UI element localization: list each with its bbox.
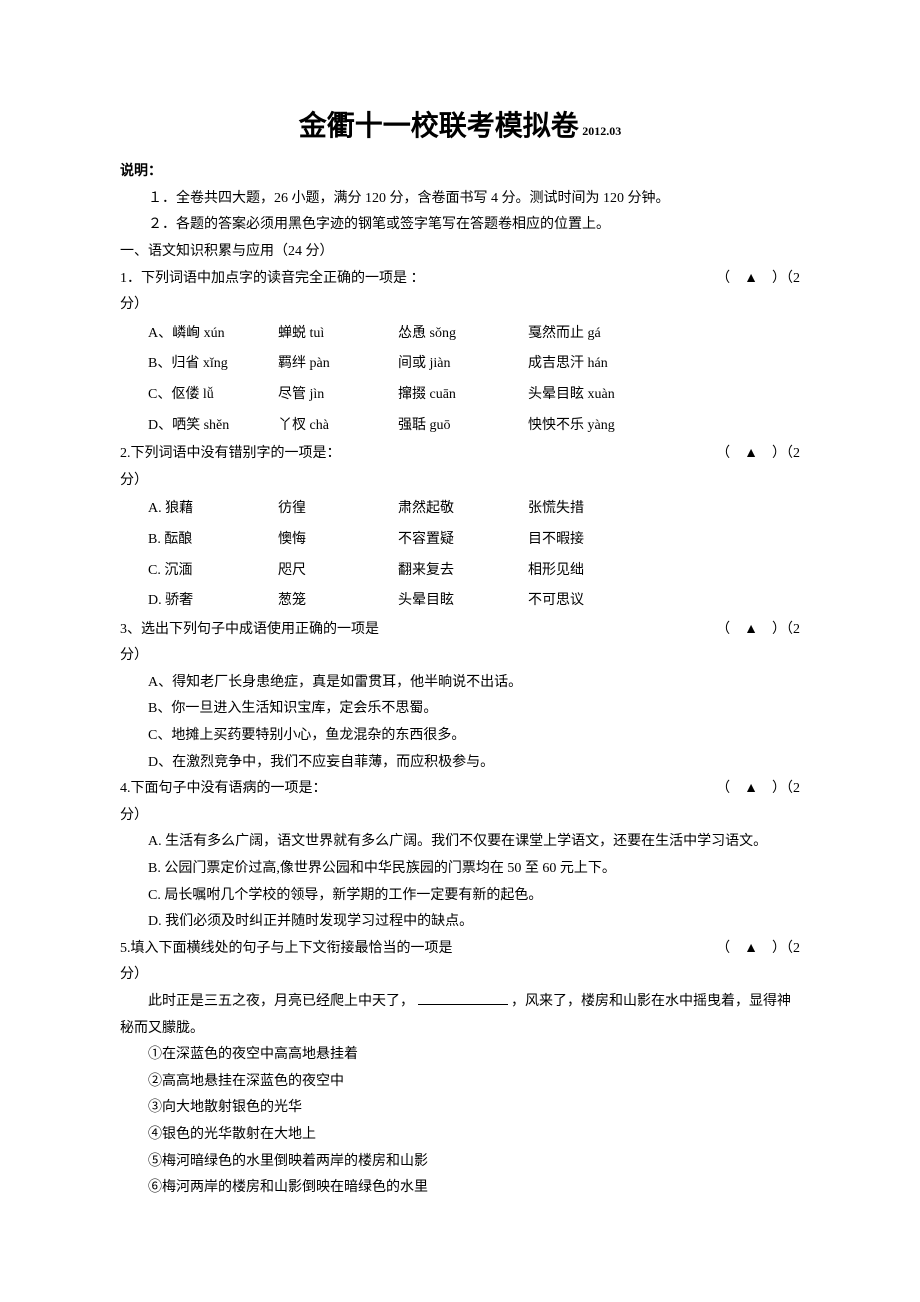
q1-a-1: A、嶙峋 xún — [148, 319, 278, 350]
q2-a-1: A. 狼藉 — [148, 494, 278, 525]
q1-d-3: 强聒 guō — [398, 411, 528, 442]
q5-fen: 分） — [120, 962, 800, 989]
q1-stem-row: 1．下列词语中加点字的读音完全正确的一项是 ： （ ▲ ）（2 — [120, 266, 800, 293]
instruction-line-1: １．全卷共四大题，26 小题，满分 120 分，含卷面书写 4 分。测试时间为 … — [120, 186, 800, 213]
q3-stem-row: 3、选出下列句子中成语使用正确的一项是 （ ▲ ）（2 — [120, 617, 800, 644]
q2-c-1: C. 沉湎 — [148, 556, 278, 587]
q5-passage-before: 此时正是三五之夜，月亮已经爬上中天了， — [148, 994, 414, 1009]
main-title: 金衢十一校联考模拟卷 — [299, 111, 579, 142]
q4-stem: 4.下面句子中没有语病的一项是： — [120, 776, 327, 803]
q4-opt-a-text: A. 生活有多么广阔，语文世界就有多么广阔。我们不仅要在课堂上学语文，还要在生活… — [120, 829, 767, 856]
q4-opt-a: A. 生活有多么广阔，语文世界就有多么广阔。我们不仅要在课堂上学语文，还要在生活… — [120, 829, 800, 856]
q1-opt-d: D、哂笑 shěn 丫杈 chà 强聒 guō 怏怏不乐 yàng — [148, 411, 678, 442]
q3-stem: 3、选出下列句子中成语使用正确的一项是 — [120, 617, 379, 644]
q2-opt-b: B. 酝酿 懊悔 不容置疑 目不暇接 — [148, 525, 678, 556]
q3-opt-b: B、你一旦进入生活知识宝库，定会乐不思蜀。 — [120, 696, 800, 723]
q1-opt-b: B、归省 xǐng 羁绊 pàn 间或 jiàn 成吉思汗 hán — [148, 349, 678, 380]
q2-b-4: 目不暇接 — [528, 525, 678, 556]
q1-fen: 分） — [120, 292, 800, 319]
q2-b-1: B. 酝酿 — [148, 525, 278, 556]
q1-c-4: 头晕目眩 xuàn — [528, 380, 678, 411]
q4-opt-d: D. 我们必须及时纠正并随时发现学习过程中的缺点。 — [120, 909, 800, 936]
q1-c-3: 撺掇 cuān — [398, 380, 528, 411]
q1-opt-a: A、嶙峋 xún 蝉蜕 tuì 怂恿 sǒng 戛然而止 gá — [148, 319, 678, 350]
q1-b-1: B、归省 xǐng — [148, 349, 278, 380]
q2-d-4: 不可思议 — [528, 586, 678, 617]
q2-a-4: 张慌失措 — [528, 494, 678, 525]
q3-opt-a: A、得知老厂长身患绝症，真是如雷贯耳，他半晌说不出话。 — [120, 670, 800, 697]
page-container: 金衢十一校联考模拟卷 2012.03 说明： １．全卷共四大题，26 小题，满分… — [0, 0, 920, 1262]
q2-fen: 分） — [120, 468, 800, 495]
title-row: 金衢十一校联考模拟卷 2012.03 — [120, 100, 800, 153]
q1-stem: 1．下列词语中加点字的读音完全正确的一项是 ： — [120, 266, 425, 293]
q5-passage: 此时正是三五之夜，月亮已经爬上中天了， ，风来了，楼房和山影在水中摇曳着，显得神… — [120, 989, 800, 1042]
q5-opt-1: ①在深蓝色的夜空中高高地悬挂着 — [120, 1042, 800, 1069]
q5-stem: 5.填入下面横线处的句子与上下文衔接最恰当的一项是 — [120, 936, 453, 963]
q2-d-3: 头晕目眩 — [398, 586, 528, 617]
q4-opt-b: B. 公园门票定价过高,像世界公园和中华民族园的门票均在 50 至 60 元上下… — [120, 856, 800, 883]
q3-opt-d: D、在激烈竞争中，我们不应妄自菲薄，而应积极参与。 — [120, 750, 800, 777]
q1-b-4: 成吉思汗 hán — [528, 349, 678, 380]
instructions-label: 说明： — [120, 159, 800, 186]
q1-c-2: 尽管 jìn — [278, 380, 398, 411]
q1-b-2: 羁绊 pàn — [278, 349, 398, 380]
q2-marker: （ ▲ ）（2 — [716, 441, 800, 468]
q2-d-2: 葱笼 — [278, 586, 398, 617]
section-1-title: 一、语文知识积累与应用（24 分） — [120, 239, 800, 266]
q4-fen: 分） — [120, 803, 800, 830]
q2-stem-row: 2.下列词语中没有错别字的一项是： （ ▲ ）（2 — [120, 441, 800, 468]
q2-opt-a: A. 狼藉 彷徨 肃然起敬 张慌失措 — [148, 494, 678, 525]
q3-opt-c: C、地摊上买药要特别小心，鱼龙混杂的东西很多。 — [120, 723, 800, 750]
q5-blank — [418, 990, 508, 1005]
q5-opt-5: ⑤梅河暗绿色的水里倒映着两岸的楼房和山影 — [120, 1149, 800, 1176]
q2-opt-d: D. 骄奢 葱笼 头晕目眩 不可思议 — [148, 586, 678, 617]
q2-a-3: 肃然起敬 — [398, 494, 528, 525]
q5-opt-2: ②高高地悬挂在深蓝色的夜空中 — [120, 1069, 800, 1096]
q1-a-3: 怂恿 sǒng — [398, 319, 528, 350]
q2-options-table: A. 狼藉 彷徨 肃然起敬 张慌失措 B. 酝酿 懊悔 不容置疑 目不暇接 C.… — [148, 494, 678, 616]
q4-marker: （ ▲ ）（2 — [716, 776, 800, 803]
q1-c-1: C、伛偻 lǚ — [148, 380, 278, 411]
q2-opt-c: C. 沉湎 咫尺 翻来复去 相形见绌 — [148, 556, 678, 587]
q5-opt-4: ④银色的光华散射在大地上 — [120, 1122, 800, 1149]
q5-opt-3: ③向大地散射银色的光华 — [120, 1095, 800, 1122]
q3-fen: 分） — [120, 643, 800, 670]
date-suffix: 2012.03 — [582, 124, 621, 138]
q4-opt-c: C. 局长嘱咐几个学校的领导，新学期的工作一定要有新的起色。 — [120, 883, 800, 910]
q2-c-3: 翻来复去 — [398, 556, 528, 587]
q2-c-4: 相形见绌 — [528, 556, 678, 587]
q1-opt-c: C、伛偻 lǚ 尽管 jìn 撺掇 cuān 头晕目眩 xuàn — [148, 380, 678, 411]
q1-b-3: 间或 jiàn — [398, 349, 528, 380]
q2-c-2: 咫尺 — [278, 556, 398, 587]
q5-stem-row: 5.填入下面横线处的句子与上下文衔接最恰当的一项是 （ ▲ ）（2 — [120, 936, 800, 963]
q1-marker: （ ▲ ）（2 — [716, 266, 800, 293]
q2-stem: 2.下列词语中没有错别字的一项是： — [120, 441, 341, 468]
q2-d-1: D. 骄奢 — [148, 586, 278, 617]
q1-a-2: 蝉蜕 tuì — [278, 319, 398, 350]
q2-b-2: 懊悔 — [278, 525, 398, 556]
q1-d-2: 丫杈 chà — [278, 411, 398, 442]
q5-marker: （ ▲ ）（2 — [716, 936, 800, 963]
q3-marker: （ ▲ ）（2 — [716, 617, 800, 644]
instruction-line-2: ２．各题的答案必须用黑色字迹的钢笔或签字笔写在答题卷相应的位置上。 — [120, 212, 800, 239]
q1-d-4: 怏怏不乐 yàng — [528, 411, 678, 442]
q4-stem-row: 4.下面句子中没有语病的一项是： （ ▲ ）（2 — [120, 776, 800, 803]
q1-d-1: D、哂笑 shěn — [148, 411, 278, 442]
q5-opt-6: ⑥梅河两岸的楼房和山影倒映在暗绿色的水里 — [120, 1175, 800, 1202]
q2-b-3: 不容置疑 — [398, 525, 528, 556]
q2-a-2: 彷徨 — [278, 494, 398, 525]
q1-options-table: A、嶙峋 xún 蝉蜕 tuì 怂恿 sǒng 戛然而止 gá B、归省 xǐn… — [148, 319, 678, 441]
q1-a-4: 戛然而止 gá — [528, 319, 678, 350]
